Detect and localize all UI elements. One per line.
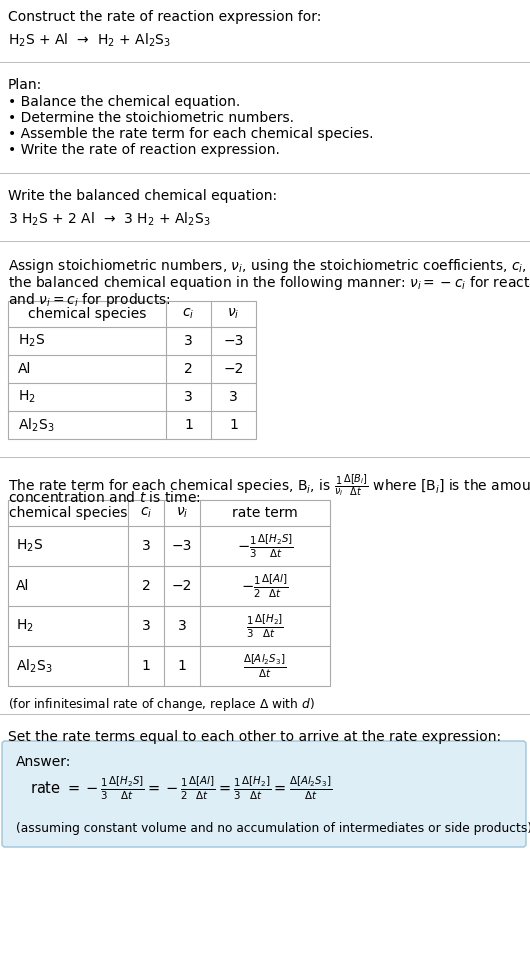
Text: $c_i$: $c_i$: [140, 506, 152, 520]
FancyBboxPatch shape: [2, 741, 526, 847]
Text: Al$_2$S$_3$: Al$_2$S$_3$: [16, 657, 52, 674]
Text: • Write the rate of reaction expression.: • Write the rate of reaction expression.: [8, 143, 280, 157]
Text: The rate term for each chemical species, B$_i$, is $\frac{1}{\nu_i}\frac{\Delta[: The rate term for each chemical species,…: [8, 473, 530, 499]
Text: Write the balanced chemical equation:: Write the balanced chemical equation:: [8, 189, 277, 203]
Text: −2: −2: [172, 579, 192, 593]
Text: $-\frac{1}{3}\frac{\Delta[H_2S]}{\Delta t}$: $-\frac{1}{3}\frac{\Delta[H_2S]}{\Delta …: [237, 532, 293, 559]
Text: H$_2$S: H$_2$S: [16, 538, 43, 554]
Text: rate term: rate term: [232, 506, 298, 520]
Text: • Determine the stoichiometric numbers.: • Determine the stoichiometric numbers.: [8, 111, 294, 125]
Text: 1: 1: [178, 659, 187, 673]
Text: chemical species: chemical species: [28, 307, 146, 321]
Text: H$_2$: H$_2$: [18, 388, 36, 405]
Text: Construct the rate of reaction expression for:: Construct the rate of reaction expressio…: [8, 10, 321, 24]
Text: (assuming constant volume and no accumulation of intermediates or side products): (assuming constant volume and no accumul…: [16, 822, 530, 835]
Bar: [8, 301, 256, 439]
Text: H$_2$: H$_2$: [16, 618, 34, 634]
Text: 1: 1: [229, 418, 238, 432]
Text: rate $= -\frac{1}{3}\frac{\Delta[H_2S]}{\Delta t} = -\frac{1}{2}\frac{\Delta[Al]: rate $= -\frac{1}{3}\frac{\Delta[H_2S]}{…: [30, 774, 332, 801]
Text: 1: 1: [142, 659, 151, 673]
Text: the balanced chemical equation in the following manner: $\nu_i = -c_i$ for react: the balanced chemical equation in the fo…: [8, 274, 530, 292]
Bar: [8, 500, 330, 686]
Text: −3: −3: [172, 539, 192, 553]
Text: 2: 2: [142, 579, 151, 593]
Text: Set the rate terms equal to each other to arrive at the rate expression:: Set the rate terms equal to each other t…: [8, 730, 501, 744]
Text: −3: −3: [223, 334, 244, 348]
Text: −2: −2: [223, 362, 244, 376]
Text: • Balance the chemical equation.: • Balance the chemical equation.: [8, 95, 240, 109]
Text: $c_i$: $c_i$: [182, 306, 195, 321]
Text: 2: 2: [184, 362, 193, 376]
Text: 3 H$_2$S + 2 Al  →  3 H$_2$ + Al$_2$S$_3$: 3 H$_2$S + 2 Al → 3 H$_2$ + Al$_2$S$_3$: [8, 211, 211, 228]
Text: $\nu_i$: $\nu_i$: [227, 306, 240, 321]
Text: • Assemble the rate term for each chemical species.: • Assemble the rate term for each chemic…: [8, 127, 374, 141]
Text: $-\frac{1}{2}\frac{\Delta[Al]}{\Delta t}$: $-\frac{1}{2}\frac{\Delta[Al]}{\Delta t}…: [241, 572, 289, 599]
Text: and $\nu_i = c_i$ for products:: and $\nu_i = c_i$ for products:: [8, 291, 171, 309]
Text: 3: 3: [229, 390, 238, 404]
Text: Al: Al: [18, 362, 31, 376]
Text: Assign stoichiometric numbers, $\nu_i$, using the stoichiometric coefficients, $: Assign stoichiometric numbers, $\nu_i$, …: [8, 257, 530, 275]
Text: $\nu_i$: $\nu_i$: [176, 506, 188, 520]
Text: H$_2$S + Al  →  H$_2$ + Al$_2$S$_3$: H$_2$S + Al → H$_2$ + Al$_2$S$_3$: [8, 32, 171, 50]
Text: $\frac{\Delta[Al_2S_3]}{\Delta t}$: $\frac{\Delta[Al_2S_3]}{\Delta t}$: [243, 652, 287, 679]
Text: H$_2$S: H$_2$S: [18, 333, 45, 349]
Text: 3: 3: [142, 619, 151, 633]
Text: 3: 3: [184, 390, 193, 404]
Text: Answer:: Answer:: [16, 755, 72, 769]
Text: (for infinitesimal rate of change, replace Δ with $d$): (for infinitesimal rate of change, repla…: [8, 696, 315, 713]
Text: 3: 3: [142, 539, 151, 553]
Text: $\frac{1}{3}\frac{\Delta[H_2]}{\Delta t}$: $\frac{1}{3}\frac{\Delta[H_2]}{\Delta t}…: [246, 612, 284, 639]
Text: chemical species: chemical species: [9, 506, 127, 520]
Text: 1: 1: [184, 418, 193, 432]
Text: Al$_2$S$_3$: Al$_2$S$_3$: [18, 417, 55, 433]
Text: 3: 3: [178, 619, 187, 633]
Text: concentration and $t$ is time:: concentration and $t$ is time:: [8, 490, 201, 505]
Text: Plan:: Plan:: [8, 78, 42, 92]
Text: Al: Al: [16, 579, 29, 593]
Text: 3: 3: [184, 334, 193, 348]
